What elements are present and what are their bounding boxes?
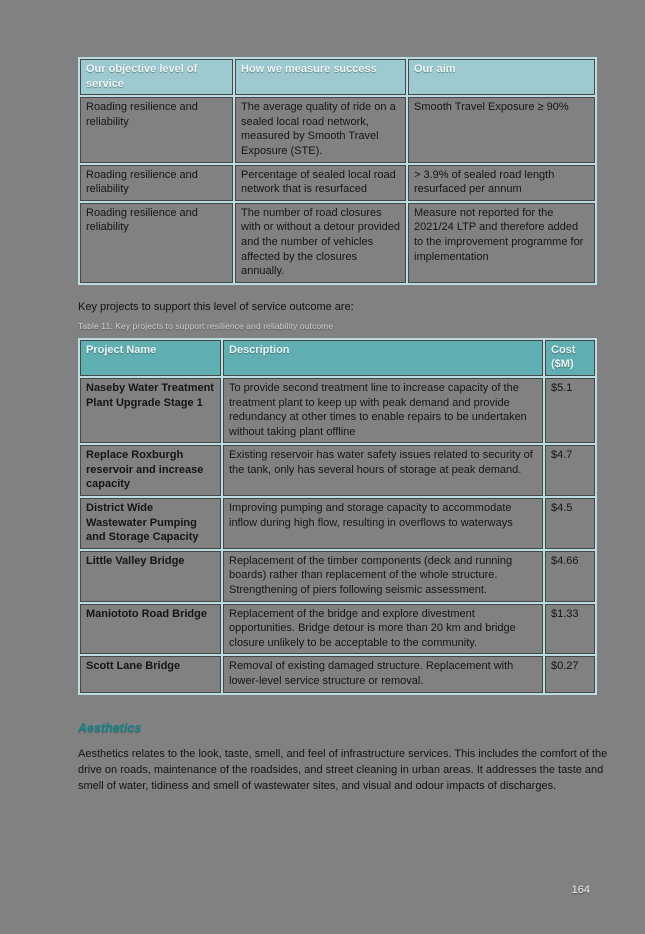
project-description-cell: Replacement of the bridge and explore di… bbox=[223, 603, 543, 655]
table-row: Roading resilience and reliability The n… bbox=[80, 202, 595, 283]
table-caption: Table 11: Key projects to support resili… bbox=[78, 320, 334, 331]
project-name-cell: Replace Roxburgh reservoir and increase … bbox=[80, 445, 221, 497]
project-name-cell: Little Valley Bridge bbox=[80, 550, 221, 602]
table-row: Naseby Water Treatment Plant Upgrade Sta… bbox=[80, 377, 595, 444]
column-header-measure: How we measure success bbox=[235, 59, 406, 96]
project-cost-cell: $5.1 bbox=[545, 377, 595, 444]
key-projects-intro: Key projects to support this level of se… bbox=[78, 300, 354, 313]
objective-cell: Roading resilience and reliability bbox=[80, 202, 233, 283]
project-description-cell: To provide second treatment line to incr… bbox=[223, 377, 543, 444]
table-row: Scott Lane Bridge Removal of existing da… bbox=[80, 656, 595, 693]
column-header-objective: Our objective level of service bbox=[80, 59, 233, 96]
page-content: Our objective level of service How we me… bbox=[78, 57, 607, 794]
project-description-cell: Improving pumping and storage capacity t… bbox=[223, 498, 543, 549]
project-name-cell: Naseby Water Treatment Plant Upgrade Sta… bbox=[80, 377, 221, 444]
level-of-service-table: Our objective level of service How we me… bbox=[78, 57, 597, 285]
page-number: 164 bbox=[571, 884, 590, 896]
table-row: Replace Roxburgh reservoir and increase … bbox=[80, 445, 595, 497]
column-header-description: Description bbox=[223, 339, 543, 376]
key-projects-table: Project Name Description Cost ($M) Naseb… bbox=[78, 337, 597, 695]
aim-cell: Smooth Travel Exposure ≥ 90% bbox=[408, 97, 595, 163]
aim-cell: Measure not reported for the 2021/24 LTP… bbox=[408, 202, 595, 283]
project-description-cell: Existing reservoir has water safety issu… bbox=[223, 445, 543, 497]
measure-cell: Percentage of sealed local road network … bbox=[235, 164, 406, 201]
project-cost-cell: $4.66 bbox=[545, 550, 595, 602]
project-cost-cell: $1.33 bbox=[545, 603, 595, 655]
project-name-cell: District Wide Wastewater Pumping and Sto… bbox=[80, 498, 221, 549]
table-row: Roading resilience and reliability Perce… bbox=[80, 164, 595, 201]
project-description-cell: Replacement of the timber components (de… bbox=[223, 550, 543, 602]
column-header-aim: Our aim bbox=[408, 59, 595, 96]
table-row: Maniototo Road Bridge Replacement of the… bbox=[80, 603, 595, 655]
table-header-row: Project Name Description Cost ($M) bbox=[80, 339, 595, 376]
table-row: Little Valley Bridge Replacement of the … bbox=[80, 550, 595, 602]
measure-cell: The number of road closures with or with… bbox=[235, 202, 406, 283]
column-header-project-name: Project Name bbox=[80, 339, 221, 376]
project-name-cell: Maniototo Road Bridge bbox=[80, 603, 221, 655]
section-heading-aesthetics: Aesthetics bbox=[78, 720, 142, 735]
project-description-cell: Removal of existing damaged structure. R… bbox=[223, 656, 543, 693]
table-row: Roading resilience and reliability The a… bbox=[80, 97, 595, 163]
objective-cell: Roading resilience and reliability bbox=[80, 97, 233, 163]
project-name-cell: Scott Lane Bridge bbox=[80, 656, 221, 693]
column-header-cost: Cost ($M) bbox=[545, 339, 595, 376]
project-cost-cell: $0.27 bbox=[545, 656, 595, 693]
aesthetics-paragraph: Aesthetics relates to the look, taste, s… bbox=[78, 747, 608, 792]
table-row: District Wide Wastewater Pumping and Sto… bbox=[80, 498, 595, 549]
table-header-row: Our objective level of service How we me… bbox=[80, 59, 595, 96]
project-cost-cell: $4.5 bbox=[545, 498, 595, 549]
aim-cell: > 3.9% of sealed road length resurfaced … bbox=[408, 164, 595, 201]
measure-cell: The average quality of ride on a sealed … bbox=[235, 97, 406, 163]
objective-cell: Roading resilience and reliability bbox=[80, 164, 233, 201]
project-cost-cell: $4.7 bbox=[545, 445, 595, 497]
